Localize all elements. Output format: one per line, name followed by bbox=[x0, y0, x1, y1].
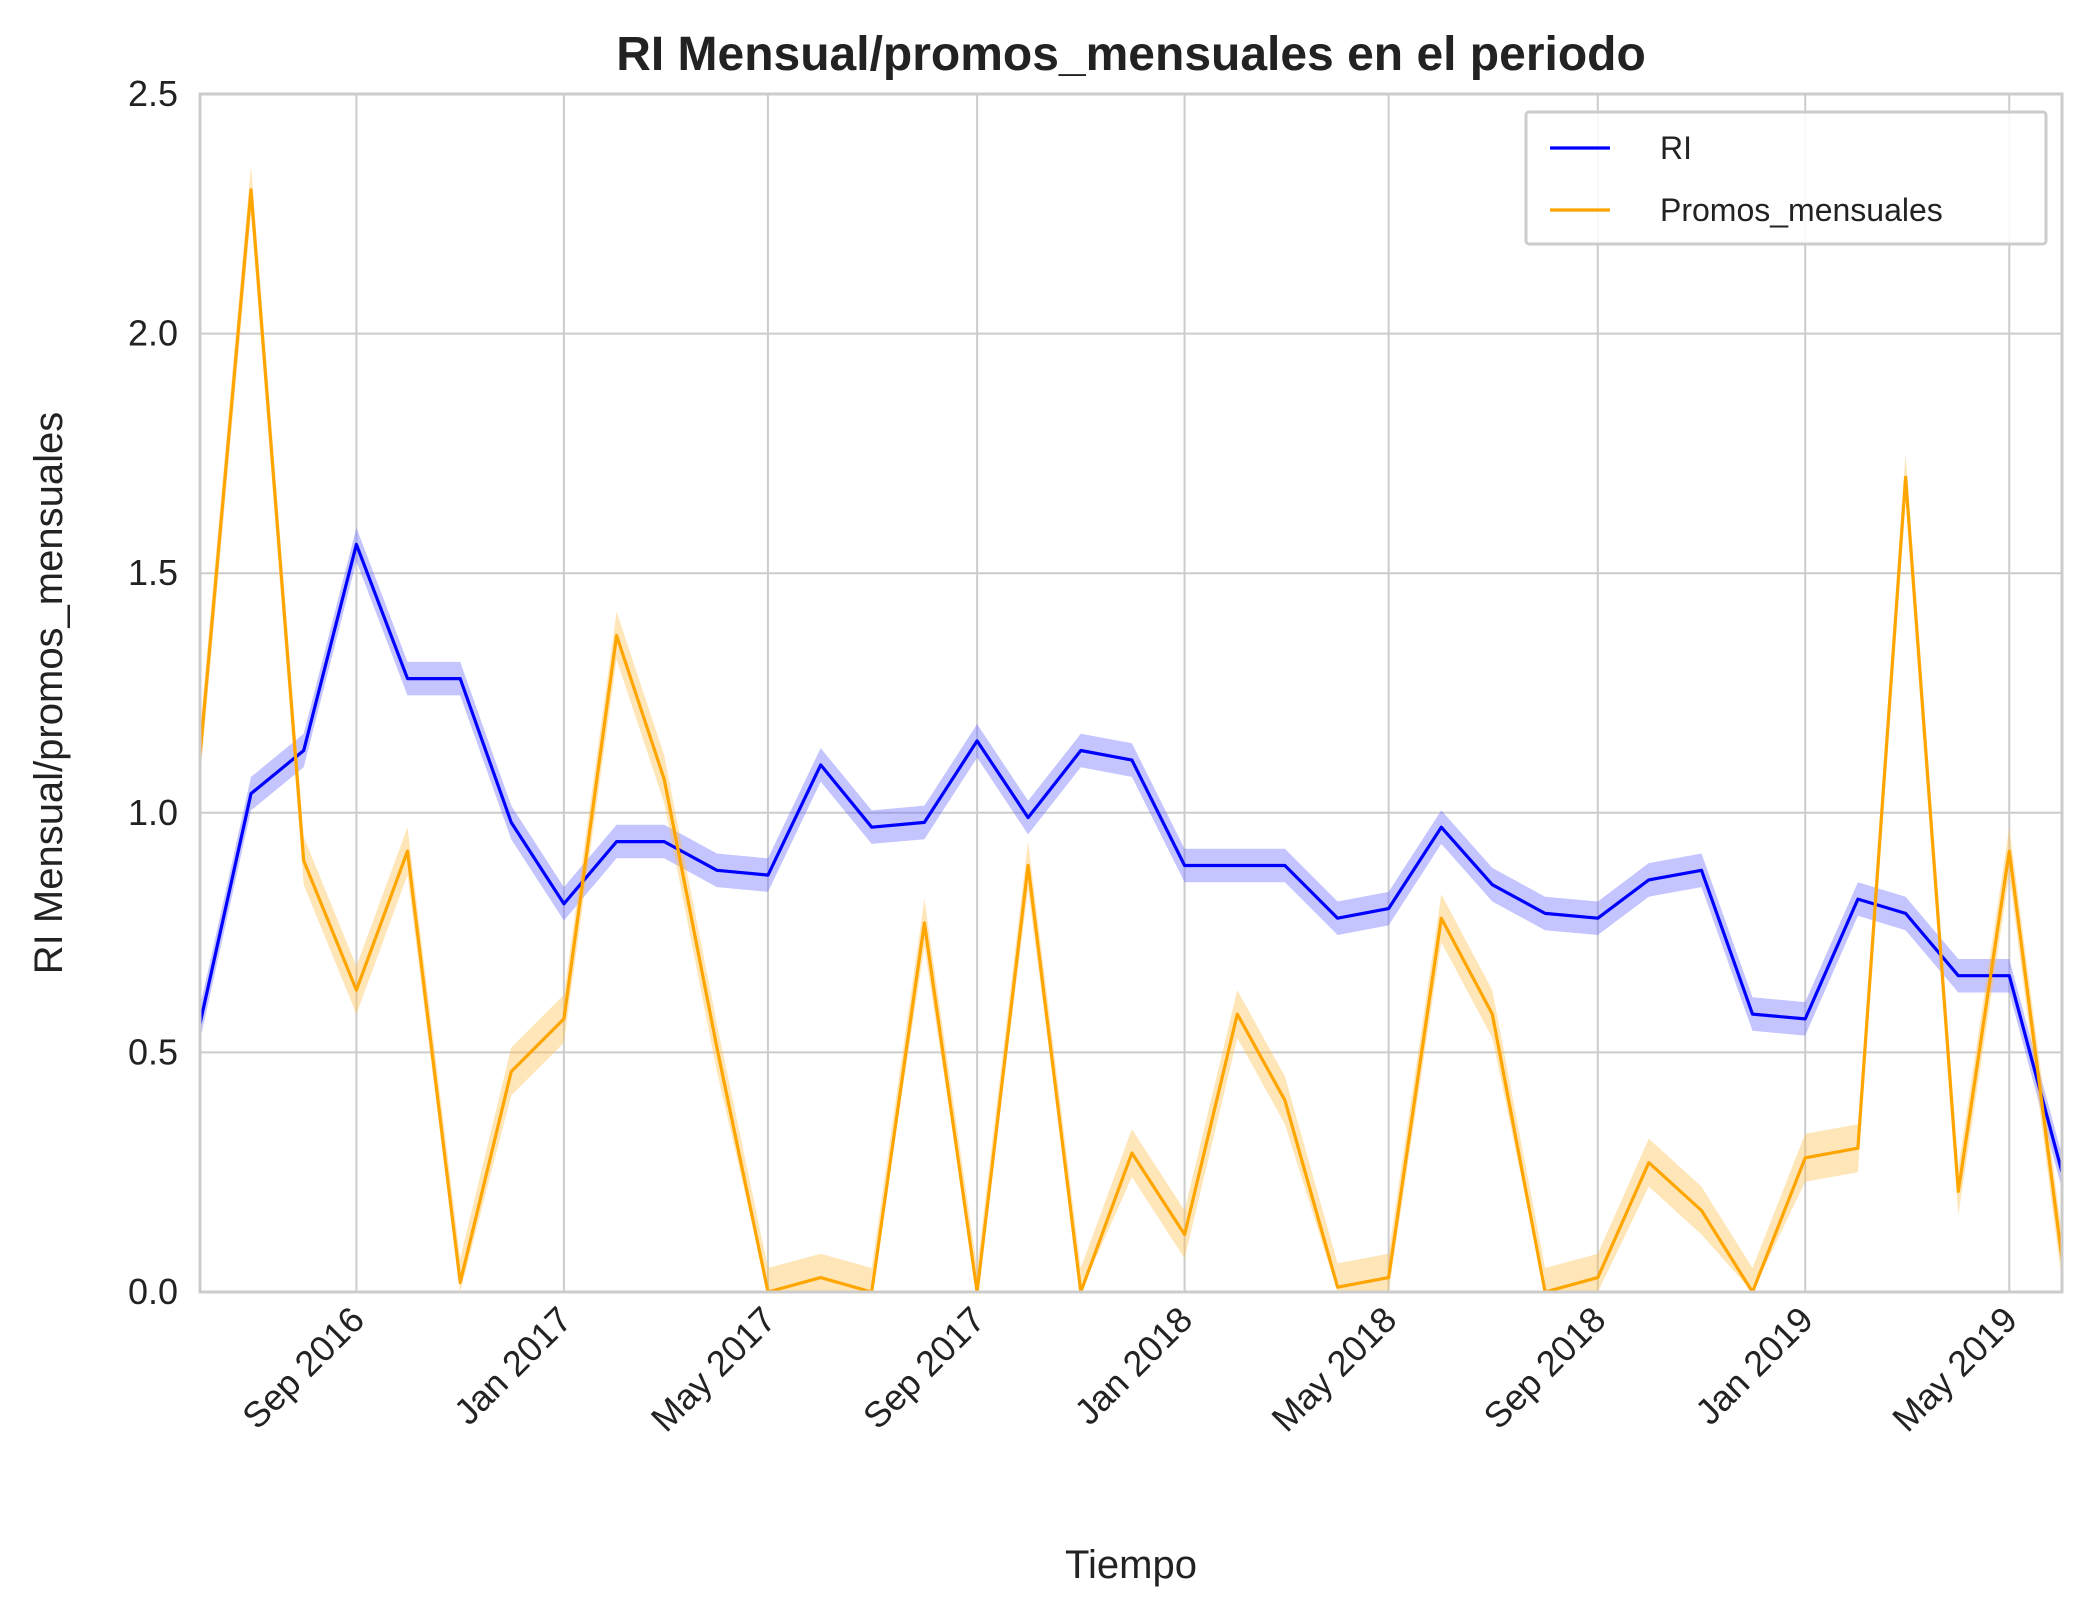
y-tick-label: 0.0 bbox=[128, 1271, 178, 1312]
x-tick-label: Jan 2017 bbox=[446, 1299, 580, 1433]
legend-label: Promos_mensuales bbox=[1660, 192, 1943, 228]
plot-frame bbox=[198, 92, 2064, 1294]
y-tick-label: 1.0 bbox=[128, 792, 178, 833]
y-tick-label: 2.0 bbox=[128, 313, 178, 354]
y-ticks: 0.0 0.5 1.0 1.5 2.0 2.5 bbox=[128, 73, 178, 1312]
points-ri bbox=[199, 544, 2063, 1173]
y-tick-label: 2.5 bbox=[128, 73, 178, 114]
y-tick-label: 1.5 bbox=[128, 552, 178, 593]
y-axis-label: RI Mensual/promos_mensuales bbox=[27, 412, 71, 974]
x-tick-label: Sep 2018 bbox=[1475, 1299, 1613, 1437]
chart-title: RI Mensual/promos_mensuales en el period… bbox=[616, 28, 1646, 81]
legend-label: RI bbox=[1660, 130, 1692, 166]
x-tick-label: May 2017 bbox=[643, 1299, 784, 1440]
grid bbox=[200, 93, 2062, 1293]
y-tick-label: 0.5 bbox=[128, 1031, 178, 1072]
x-tick-label: May 2018 bbox=[1263, 1299, 1404, 1440]
x-tick-label: Jan 2018 bbox=[1066, 1299, 1200, 1433]
legend: RI Promos_mensuales bbox=[1524, 110, 2048, 246]
x-ticks: Sep 2016 Jan 2017 May 2017 Sep 2017 Jan 2018… bbox=[234, 1299, 2025, 1440]
x-axis-label: Tiempo bbox=[1065, 1543, 1197, 1587]
x-tick-label: Sep 2016 bbox=[234, 1299, 372, 1437]
x-tick-label: Jan 2019 bbox=[1687, 1299, 1821, 1433]
x-tick-label: May 2019 bbox=[1884, 1299, 2025, 1440]
x-tick-label: Sep 2017 bbox=[855, 1299, 993, 1437]
band-ri bbox=[200, 527, 2062, 1189]
legend-box bbox=[1524, 110, 2048, 246]
confidence-bands bbox=[200, 165, 2062, 1292]
line-ri bbox=[198, 542, 2064, 1173]
